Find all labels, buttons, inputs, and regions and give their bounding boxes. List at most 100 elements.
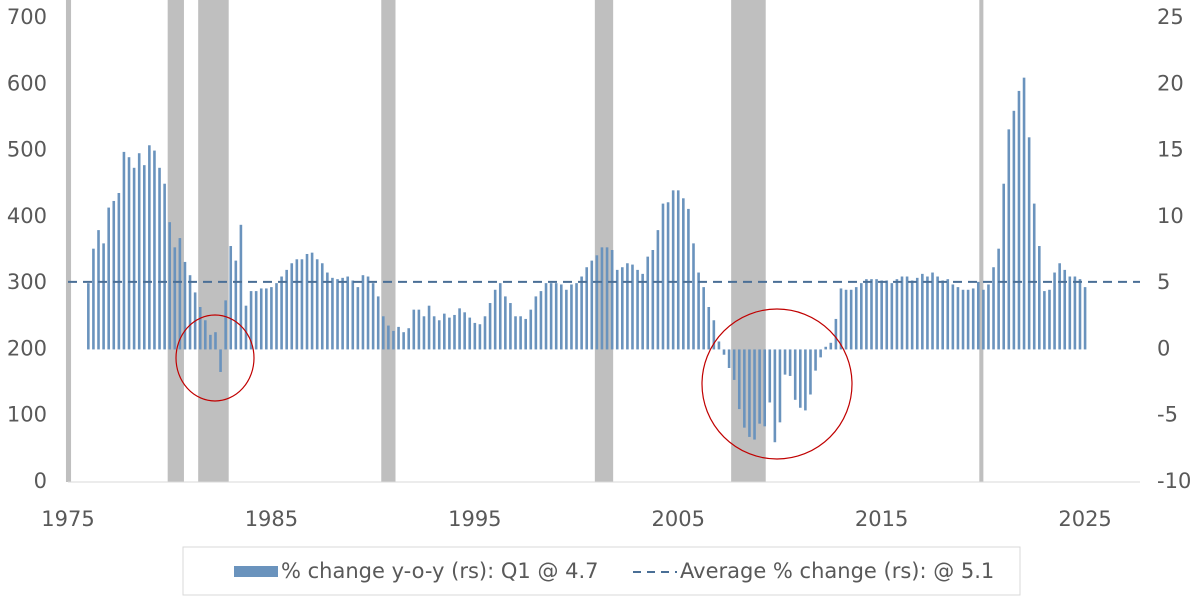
bar (158, 167, 161, 350)
bar (331, 277, 334, 350)
bar (1073, 276, 1077, 350)
bar (366, 276, 370, 350)
bar (356, 287, 360, 350)
bar (778, 349, 782, 423)
bar (1043, 291, 1046, 350)
bar (493, 289, 497, 350)
bar (844, 289, 848, 350)
bar (305, 253, 309, 350)
bar (168, 222, 172, 350)
legend-swatch (234, 566, 278, 577)
bar (275, 283, 278, 350)
bar (758, 349, 761, 424)
bar (412, 309, 416, 350)
bar (188, 275, 192, 350)
bar (315, 259, 319, 350)
recession-band (167, 0, 184, 482)
bar (214, 332, 217, 350)
bar (905, 276, 909, 350)
bar (692, 243, 695, 350)
bar (437, 320, 441, 350)
highlight-circle (701, 308, 853, 460)
bar (559, 284, 563, 350)
bar (371, 283, 375, 350)
bar (753, 349, 756, 440)
bar (1048, 289, 1051, 350)
bar (1017, 90, 1021, 350)
y-tick-label: 400 (7, 204, 47, 228)
bar (702, 287, 705, 350)
y2-tick-label: 5 (1157, 270, 1170, 294)
y2-tick-label: 25 (1157, 5, 1184, 29)
bar (285, 269, 288, 350)
bar (529, 309, 533, 350)
legend-label: % change y-o-y (rs): Q1 @ 4.7 (281, 559, 599, 583)
y2-tick-label: 0 (1157, 336, 1170, 360)
bar (554, 283, 558, 350)
bar (504, 296, 507, 350)
bar (453, 314, 456, 350)
recession-band (198, 0, 229, 482)
bar (351, 280, 355, 350)
bar (748, 349, 751, 437)
bar (788, 349, 792, 376)
y2-tick-label: -10 (1157, 469, 1191, 493)
bar (982, 289, 985, 350)
bar (885, 280, 889, 350)
bar (661, 203, 665, 350)
y2-tick-label: -5 (1157, 403, 1178, 427)
bar (153, 150, 156, 350)
recession-shading (65, 0, 984, 482)
bar (92, 248, 95, 350)
bar (249, 291, 253, 350)
bar (763, 349, 766, 427)
y-tick-label: 0 (34, 469, 47, 493)
bar (814, 349, 817, 371)
bar (621, 267, 624, 350)
bar (1022, 77, 1026, 350)
bar (142, 165, 146, 350)
bar (768, 349, 772, 403)
bar (600, 247, 604, 350)
bar (656, 230, 660, 350)
bar (875, 279, 878, 350)
bar (651, 250, 655, 350)
bar (427, 305, 431, 350)
bar (463, 312, 466, 350)
bar (239, 224, 243, 350)
bar (722, 349, 726, 355)
bar (915, 277, 919, 350)
y2-tick-label: 15 (1157, 138, 1184, 162)
bar (951, 284, 955, 350)
bar (926, 276, 929, 350)
bar (498, 283, 502, 350)
bar (514, 316, 517, 350)
bar (122, 151, 126, 350)
bar (336, 279, 339, 350)
bar (376, 296, 380, 350)
bar (565, 289, 568, 350)
bar (956, 287, 960, 350)
bar (178, 238, 182, 350)
bar (148, 145, 151, 350)
bar (631, 264, 634, 350)
legend-label: Average % change (rs): @ 5.1 (680, 559, 994, 583)
bar (443, 313, 446, 350)
bar (300, 259, 304, 350)
bar (936, 276, 939, 350)
bar (636, 269, 639, 350)
bar (265, 288, 268, 350)
bar (717, 341, 721, 350)
y-tick-label: 500 (7, 138, 47, 162)
bar (575, 283, 578, 350)
y-tick-label: 300 (7, 270, 47, 294)
bar (1012, 110, 1016, 350)
bar (387, 325, 390, 350)
bar (819, 349, 822, 358)
bar (259, 288, 263, 350)
bar (992, 267, 995, 350)
bar (946, 279, 950, 350)
bar (1053, 272, 1056, 350)
bar (595, 255, 599, 350)
